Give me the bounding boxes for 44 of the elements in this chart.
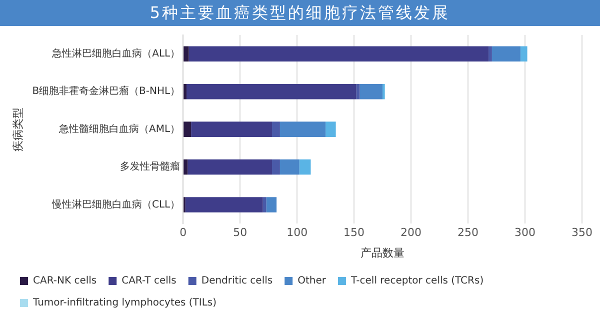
y-tick-label: 急性淋巴细胞白血病（ALL） [51,47,180,60]
legend-label: T-cell receptor cells (TCRs) [350,276,484,287]
x-tick-label: 250 [458,226,479,240]
bar [272,159,280,175]
bar [326,122,336,137]
bar [280,122,326,137]
legend-label: CAR-T cells [122,276,176,287]
x-tick-label: 100 [286,226,308,240]
x-tick-label: 0 [180,226,187,240]
legend-label: Tumor-infiltrating lymphocytes (TILs) [32,298,217,309]
legend-label: Dendritic cells [201,276,273,287]
x-tick-label: 200 [400,226,422,240]
bar [356,84,360,100]
bar [184,46,189,62]
legend-label: Other [298,276,327,287]
bar [272,122,280,137]
y-tick-label: 慢性淋巴细胞白血病（CLL） [50,198,180,210]
x-axis-title: 产品数量 [360,246,405,260]
chart-title: 5种主要血癌类型的细胞疗法管线发展 [0,0,600,26]
x-tick-label: 150 [344,226,365,240]
bar [188,159,272,175]
y-tick-label: B细胞非霍奇金淋巴瘤（B-NHL） [32,85,180,98]
bar [184,159,188,175]
bar [492,46,520,62]
bar [520,46,528,62]
bar [191,122,272,137]
bar [186,84,356,100]
bar [262,197,266,212]
x-tick-label: 350 [572,226,592,240]
bar [184,122,192,137]
bar [266,197,277,212]
y-tick-label: 急性髓细胞白血病（AML） [58,122,180,135]
y-tick-label: 多发性骨髓瘤 [120,160,180,173]
bar [488,46,492,62]
bar [360,84,383,100]
bar [280,159,300,175]
legend-label: CAR-NK cells [33,276,97,287]
bar [184,84,187,100]
bar [185,197,263,212]
bar [299,159,311,175]
x-tick-label: 50 [233,226,248,240]
x-tick-label: 300 [514,226,536,240]
bar [188,46,489,62]
y-axis-title: 疾病类型 [11,107,24,152]
